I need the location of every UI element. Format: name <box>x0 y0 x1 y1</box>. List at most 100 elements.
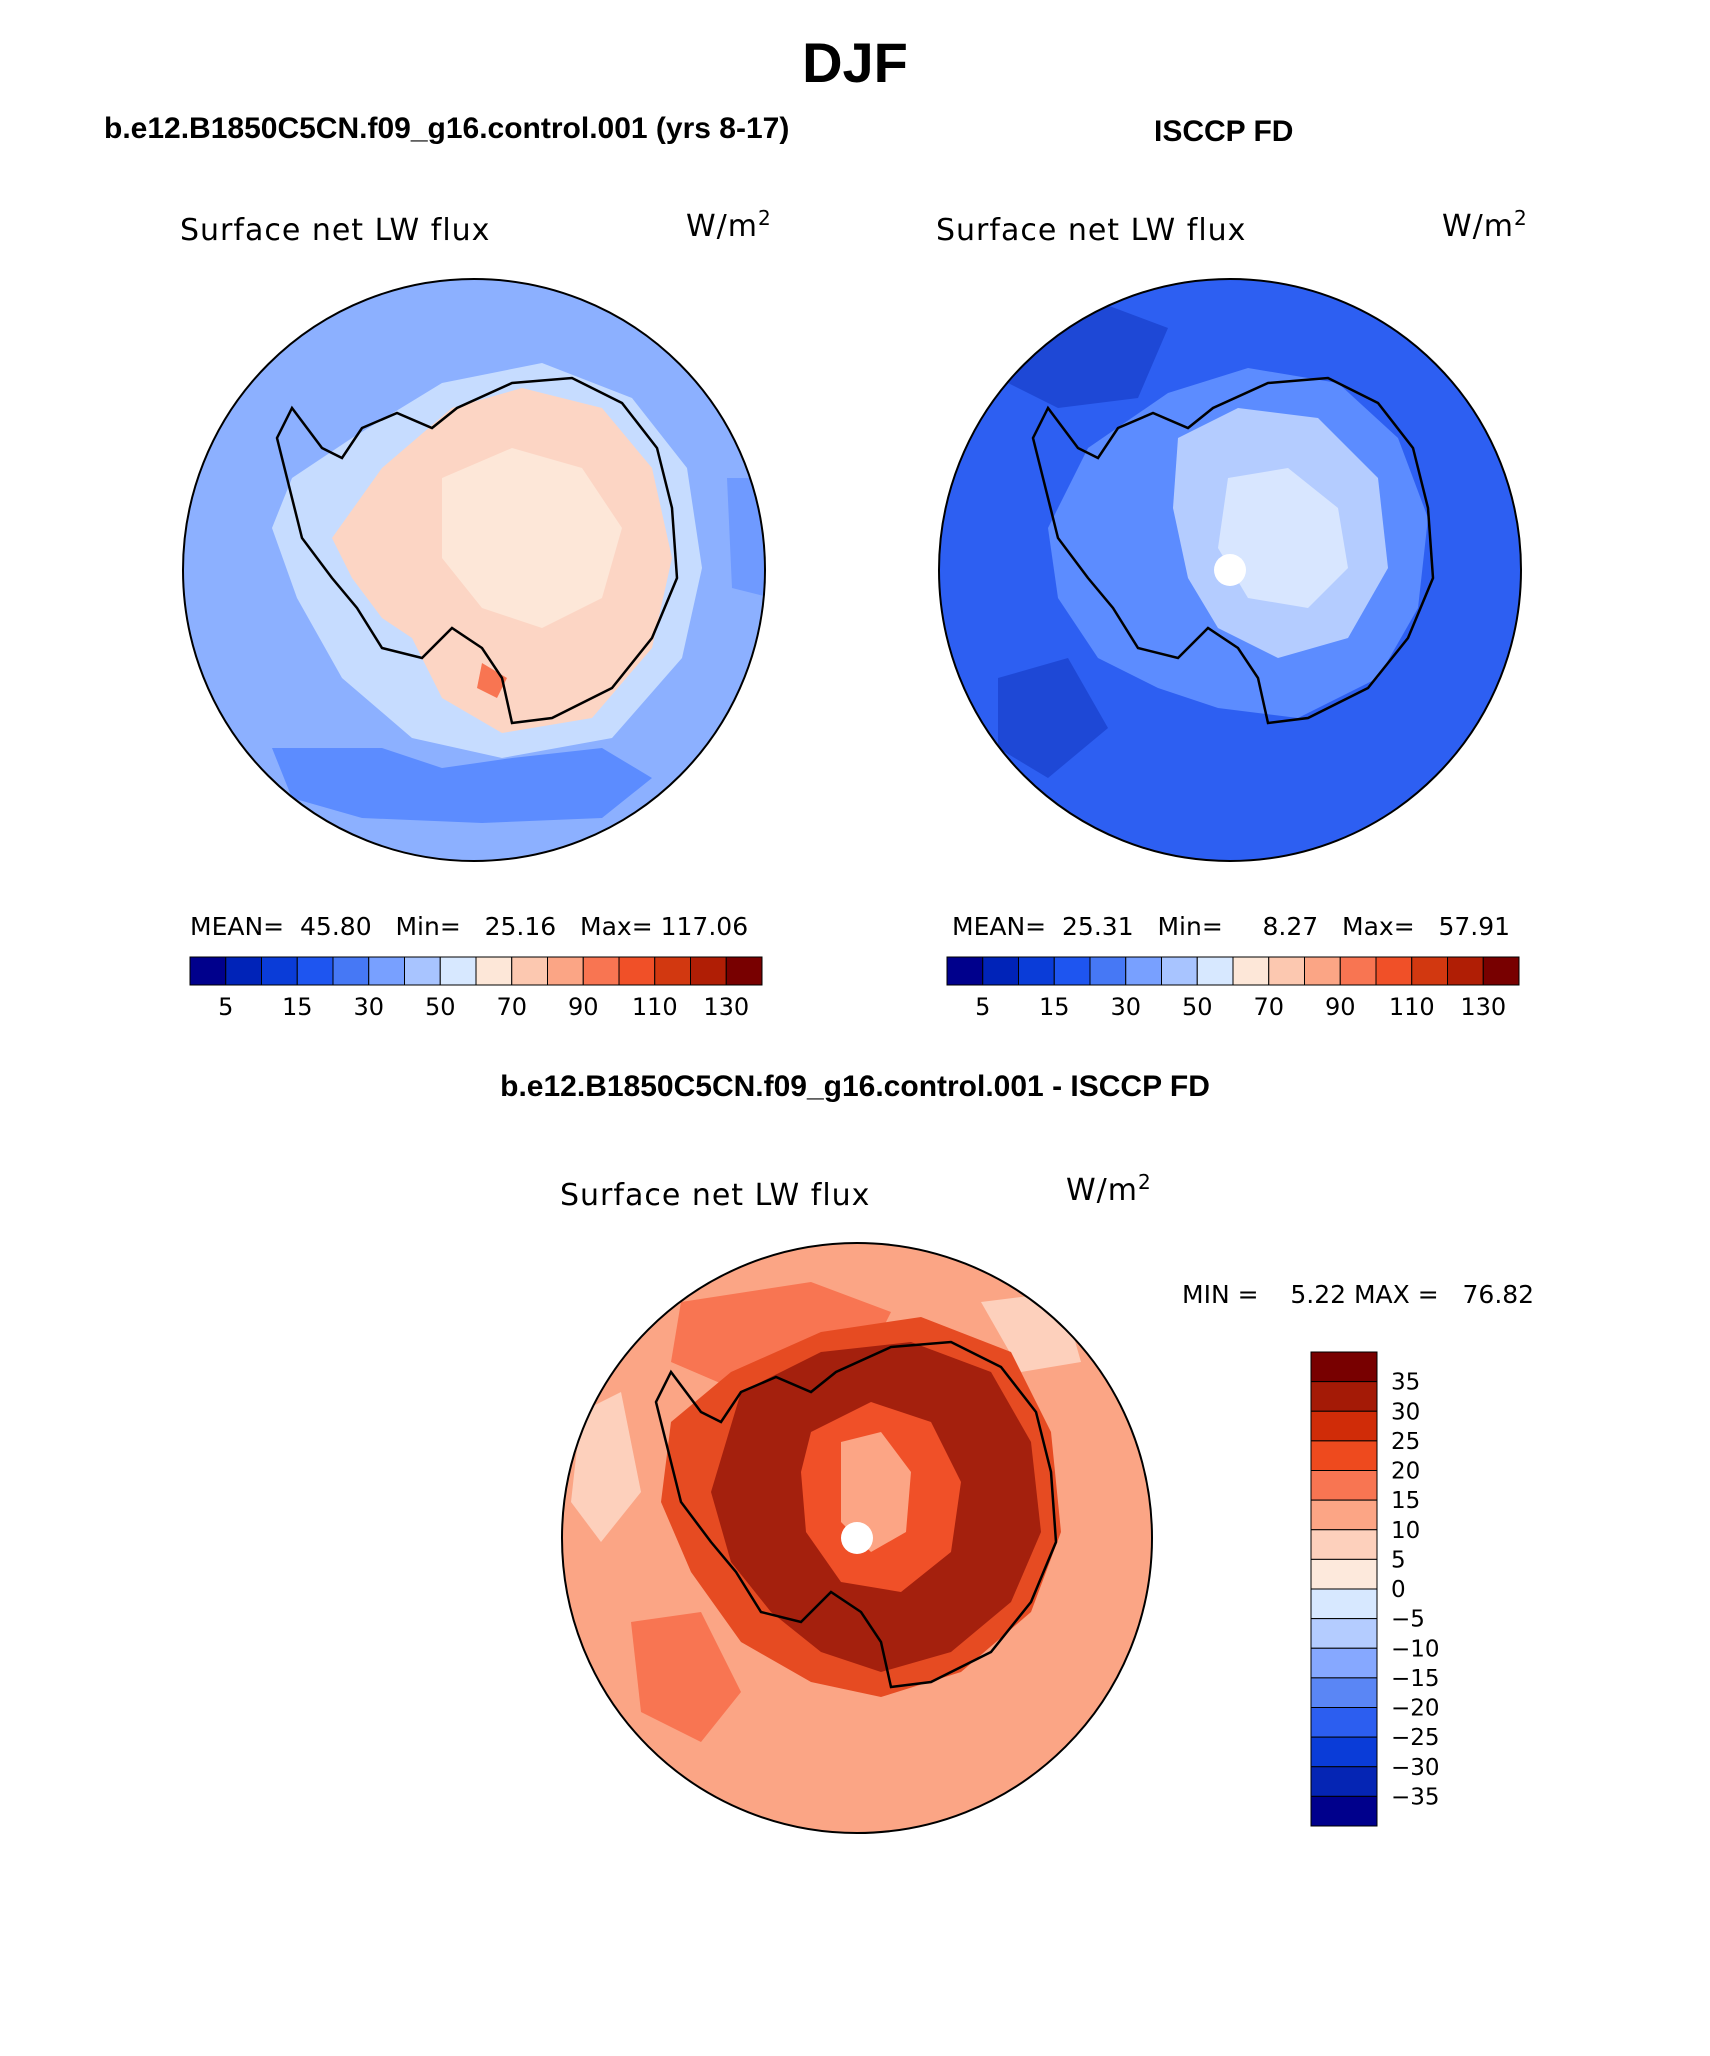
model-units-label: W/m2 <box>686 206 772 244</box>
colorbar-tick-label: 15 <box>282 993 313 1021</box>
colorbar-tick-label: 10 <box>1391 1518 1420 1544</box>
colorbar-swatch <box>1053 956 1091 986</box>
diff-light-region-w <box>571 1392 641 1542</box>
colorbar-tick-label: 5 <box>975 993 990 1021</box>
obs-units-label: W/m2 <box>1442 206 1528 244</box>
colorbar-tick-label: −10 <box>1391 1636 1440 1662</box>
colorbar-swatch <box>1411 956 1448 986</box>
colorbar-swatch <box>296 956 334 986</box>
colorbar-swatch <box>1310 1558 1378 1590</box>
colorbar-tick-label: −35 <box>1391 1784 1440 1810</box>
colorbar-swatch <box>1482 956 1520 986</box>
colorbar-tick-label: 130 <box>703 993 749 1021</box>
colorbar-swatch <box>1310 1381 1378 1412</box>
obs-colorbar: 5 15 30 50 70 90 110 130 <box>946 956 1520 1021</box>
colorbar-tick-label: 30 <box>1391 1399 1420 1425</box>
model-panel-title: b.e12.B1850C5CN.f09_g16.control.001 (yrs… <box>104 112 790 145</box>
obs-panel-title: ISCCP FD <box>1154 115 1294 148</box>
colorbar-swatch <box>1310 1499 1378 1531</box>
colorbar-swatch <box>1447 956 1484 986</box>
obs-variable-label: Surface net LW flux <box>936 213 1247 248</box>
colorbar-swatch <box>1232 956 1270 986</box>
colorbar-tick-label: 35 <box>1391 1370 1420 1396</box>
colorbar-tick-label: 70 <box>1253 993 1284 1021</box>
obs-map-border <box>938 278 1522 862</box>
model-stats: MEAN= 45.80 Min= 25.16 Max= 117.06 <box>190 912 749 941</box>
diff-variable-label: Surface net LW flux <box>560 1178 871 1213</box>
colorbar-tick-label: 30 <box>1110 993 1141 1021</box>
colorbar-swatch <box>1310 1470 1378 1501</box>
obs-pole-hole <box>1214 554 1246 586</box>
diff-map-border <box>561 1242 1153 1834</box>
colorbar-tick-label: 70 <box>496 993 527 1021</box>
colorbar-tick-label: −5 <box>1391 1607 1425 1633</box>
colorbar-swatch <box>1310 1736 1378 1768</box>
colorbar-swatch <box>1310 1766 1378 1797</box>
obs-stats: MEAN= 25.31 Min= 8.27 Max= 57.91 <box>952 912 1511 941</box>
colorbar-swatch <box>725 956 763 986</box>
colorbar-swatch <box>1310 1351 1378 1383</box>
colorbar-tick-label: 5 <box>1391 1547 1406 1573</box>
colorbar-swatch <box>1310 1618 1378 1649</box>
colorbar-swatch <box>332 956 370 986</box>
obs-center-region <box>1218 468 1348 608</box>
colorbar-swatch <box>1310 1410 1378 1442</box>
colorbar-tick-label: 30 <box>353 993 384 1021</box>
obs-polar-map <box>938 278 1522 862</box>
colorbar-tick-label: 15 <box>1039 993 1070 1021</box>
colorbar-tick-label: 5 <box>218 993 233 1021</box>
colorbar-swatch <box>1310 1795 1378 1827</box>
colorbar-swatch <box>1310 1440 1378 1471</box>
colorbar-swatch <box>982 956 1019 986</box>
colorbar-swatch <box>1310 1647 1378 1679</box>
model-polar-map <box>182 278 766 862</box>
colorbar-tick-label: 50 <box>1182 993 1213 1021</box>
colorbar-swatch <box>1310 1707 1378 1738</box>
diff-minmax: MIN = 5.22 MAX = 76.82 <box>1182 1280 1535 1309</box>
colorbar-swatch <box>1310 1677 1378 1708</box>
diff-coastline <box>654 1340 1058 1689</box>
colorbar-swatch <box>1089 956 1127 986</box>
colorbar-tick-label: 15 <box>1391 1488 1420 1514</box>
diff-plateau-region <box>841 1432 911 1552</box>
colorbar-swatch <box>261 956 298 986</box>
colorbar-swatch <box>225 956 262 986</box>
colorbar-tick-label: −30 <box>1391 1755 1440 1781</box>
colorbar-swatch <box>475 956 513 986</box>
colorbar-tick-label: 25 <box>1391 1429 1420 1455</box>
colorbar-swatch <box>1018 956 1055 986</box>
diff-units-label: W/m2 <box>1066 1170 1152 1208</box>
colorbar-swatch <box>511 956 548 986</box>
colorbar-swatch <box>1375 956 1413 986</box>
colorbar-swatch <box>1268 956 1305 986</box>
colorbar-swatch <box>439 956 477 986</box>
diff-colorbar: 35 30 25 20 15 10 5 0 −5 −10 −15 −20 −25 −30 −35 <box>1310 1351 1440 1827</box>
colorbar-tick-label: −15 <box>1391 1666 1440 1692</box>
colorbar-tick-label: 20 <box>1391 1459 1420 1485</box>
model-warm-spot <box>477 663 507 698</box>
colorbar-tick-label: 90 <box>1325 993 1356 1021</box>
colorbar-swatch <box>1310 1588 1378 1620</box>
colorbar-swatch <box>1125 956 1162 986</box>
colorbar-swatch <box>946 956 984 986</box>
model-coastline <box>275 376 679 725</box>
colorbar-swatch <box>1339 956 1377 986</box>
colorbar-tick-label: 90 <box>568 993 599 1021</box>
colorbar-tick-label: 110 <box>632 993 678 1021</box>
diff-pole-hole <box>841 1522 873 1554</box>
colorbar-swatch <box>1304 956 1341 986</box>
colorbar-swatch <box>1196 956 1234 986</box>
diff-polar-map <box>561 1242 1153 1834</box>
colorbar-swatch <box>404 956 441 986</box>
colorbar-swatch <box>690 956 727 986</box>
obs-coastline <box>1031 376 1435 725</box>
page-title: DJF <box>802 31 908 94</box>
colorbar-swatch <box>1161 956 1198 986</box>
colorbar-tick-label: −25 <box>1391 1725 1440 1751</box>
colorbar-swatch <box>1310 1529 1378 1560</box>
colorbar-tick-label: −20 <box>1391 1696 1440 1722</box>
colorbar-swatch <box>189 956 227 986</box>
diff-warm-region-sw <box>631 1612 741 1742</box>
colorbar-swatch <box>368 956 405 986</box>
colorbar-swatch <box>654 956 691 986</box>
